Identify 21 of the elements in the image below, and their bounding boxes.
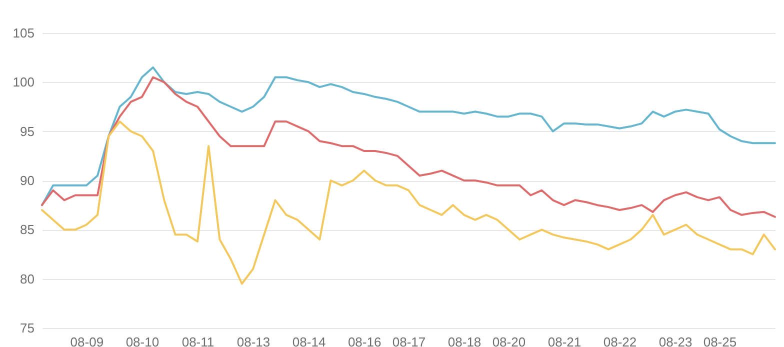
x-tick-label: 08-14 [292,334,326,347]
y-tick-label: 90 [20,173,34,188]
x-tick-label: 08-11 [182,334,214,347]
x-tick-label: 08-21 [548,334,582,347]
x-tick-label: 08-18 [448,334,482,347]
y-tick-label: 75 [20,320,34,336]
x-tick-label: 08-13 [236,334,270,347]
y-tick-label: 105 [12,26,34,40]
y-tick-label: 80 [20,271,34,286]
x-tick-label: 08-17 [392,334,426,347]
x-tick-label: 08-25 [703,334,737,347]
x-tick-label: 08-20 [492,334,526,347]
y-tick-label: 85 [20,222,34,238]
x-tick-label: 08-23 [658,334,692,347]
y-tick-label: 100 [12,74,34,90]
x-tick-label: 08-16 [348,334,382,347]
x-tick-label: 08-10 [126,334,160,347]
x-tick-label: 08-22 [603,334,637,347]
y-tick-label: 95 [20,124,34,139]
line-series [41,120,776,285]
x-tick-label: 08-09 [70,334,104,347]
